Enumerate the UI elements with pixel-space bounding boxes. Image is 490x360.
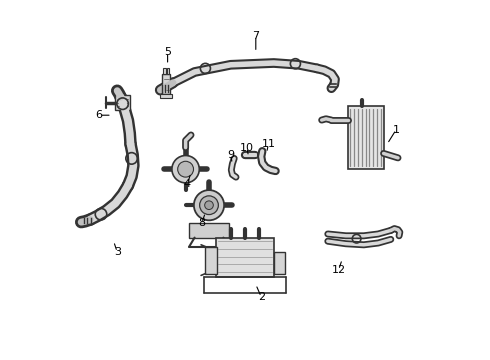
Text: 11: 11 [261,139,275,149]
Bar [205,247,217,274]
Text: 9: 9 [227,150,234,160]
Text: 12: 12 [332,265,345,275]
Bar [260,149,264,153]
Bar [274,252,285,274]
Text: 4: 4 [184,179,191,189]
Bar [243,152,247,157]
Bar [167,68,170,74]
Circle shape [178,161,194,177]
Bar [163,68,166,74]
Text: 8: 8 [198,218,205,228]
Bar [160,94,172,98]
Circle shape [194,190,224,220]
Circle shape [172,156,199,183]
Text: 10: 10 [240,143,254,153]
Text: 5: 5 [164,47,171,57]
Bar [347,106,384,169]
Bar [189,223,229,238]
Circle shape [199,196,219,215]
Bar [162,74,170,94]
Bar [116,95,130,110]
Text: 6: 6 [96,110,103,120]
Bar [216,238,274,277]
Text: 2: 2 [258,292,265,302]
Text: 3: 3 [114,247,121,257]
Bar [253,152,257,157]
Text: 7: 7 [252,31,259,41]
Circle shape [205,201,213,210]
Text: 1: 1 [392,125,400,135]
